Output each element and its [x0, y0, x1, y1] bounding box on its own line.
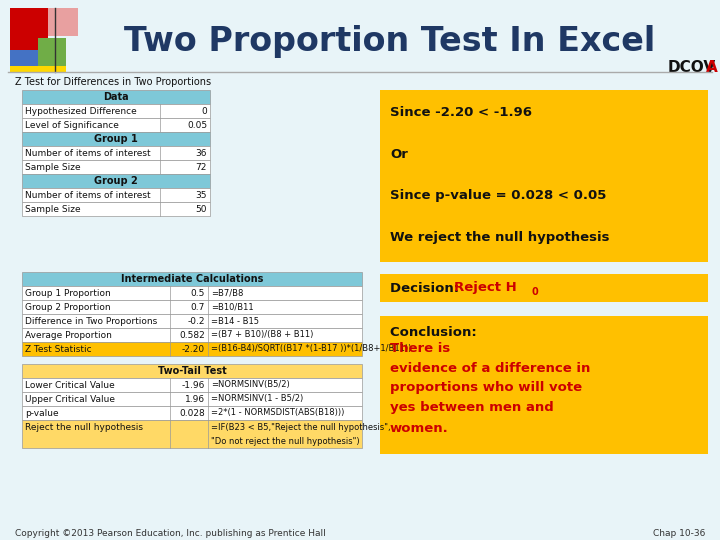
- FancyBboxPatch shape: [48, 8, 78, 36]
- Text: 0.7: 0.7: [191, 302, 205, 312]
- FancyBboxPatch shape: [22, 118, 210, 132]
- Text: Two-Tail Test: Two-Tail Test: [158, 366, 226, 376]
- Text: p-value: p-value: [25, 408, 58, 417]
- FancyBboxPatch shape: [22, 406, 362, 420]
- FancyBboxPatch shape: [22, 160, 210, 174]
- Text: Data: Data: [103, 92, 129, 102]
- Text: 36: 36: [196, 148, 207, 158]
- FancyBboxPatch shape: [22, 328, 362, 342]
- Text: =B14 - B15: =B14 - B15: [211, 316, 259, 326]
- Text: Conclusion:: Conclusion:: [390, 326, 482, 339]
- Text: Group 1: Group 1: [94, 134, 138, 144]
- Text: Reject the null hypothesis: Reject the null hypothesis: [25, 422, 143, 431]
- Text: =(B16-B4)/SQRT((B17 *(1-B17 ))*(1/B8+1/B11)): =(B16-B4)/SQRT((B17 *(1-B17 ))*(1/B8+1/B…: [211, 345, 411, 354]
- Text: Decision:: Decision:: [390, 281, 464, 294]
- FancyBboxPatch shape: [22, 272, 362, 286]
- FancyBboxPatch shape: [22, 314, 362, 328]
- Text: evidence of a difference in: evidence of a difference in: [390, 361, 590, 375]
- FancyBboxPatch shape: [380, 316, 708, 454]
- Text: "Do not reject the null hypothesis"): "Do not reject the null hypothesis"): [211, 436, 359, 446]
- Text: Since -2.20 < -1.96: Since -2.20 < -1.96: [390, 105, 532, 118]
- FancyBboxPatch shape: [38, 38, 66, 66]
- FancyBboxPatch shape: [22, 104, 210, 118]
- FancyBboxPatch shape: [380, 90, 708, 262]
- Text: =(B7 + B10)/(B8 + B11): =(B7 + B10)/(B8 + B11): [211, 330, 313, 340]
- Text: Two Proportion Test In Excel: Two Proportion Test In Excel: [125, 25, 656, 58]
- Text: =IF(B23 < B5,"Reject the null hypothesis",: =IF(B23 < B5,"Reject the null hypothesis…: [211, 422, 391, 431]
- FancyBboxPatch shape: [22, 188, 210, 202]
- FancyBboxPatch shape: [22, 342, 362, 356]
- Text: Number of items of interest: Number of items of interest: [25, 191, 150, 199]
- Text: -0.2: -0.2: [187, 316, 205, 326]
- FancyBboxPatch shape: [22, 174, 210, 188]
- FancyBboxPatch shape: [22, 392, 362, 406]
- Text: Number of items of interest: Number of items of interest: [25, 148, 150, 158]
- FancyBboxPatch shape: [10, 8, 48, 50]
- Text: 0.05: 0.05: [187, 120, 207, 130]
- Text: -2.20: -2.20: [182, 345, 205, 354]
- Text: 0.5: 0.5: [191, 288, 205, 298]
- Text: DCOV: DCOV: [668, 59, 716, 75]
- FancyBboxPatch shape: [10, 50, 38, 68]
- Text: =NORMSINV(B5/2): =NORMSINV(B5/2): [211, 381, 289, 389]
- Text: women.: women.: [390, 422, 449, 435]
- FancyBboxPatch shape: [22, 146, 210, 160]
- FancyBboxPatch shape: [22, 300, 362, 314]
- FancyBboxPatch shape: [380, 274, 708, 302]
- FancyBboxPatch shape: [22, 202, 210, 216]
- FancyBboxPatch shape: [22, 364, 362, 378]
- Text: Hypothesized Difference: Hypothesized Difference: [25, 106, 137, 116]
- Text: 0.028: 0.028: [179, 408, 205, 417]
- Text: Difference in Two Proportions: Difference in Two Proportions: [25, 316, 157, 326]
- Text: Level of Significance: Level of Significance: [25, 120, 119, 130]
- Text: Reject H: Reject H: [454, 281, 517, 294]
- FancyBboxPatch shape: [22, 286, 362, 300]
- Text: We reject the null hypothesis: We reject the null hypothesis: [390, 232, 610, 245]
- FancyBboxPatch shape: [22, 420, 362, 448]
- Text: =2*(1 - NORMSDIST(ABS(B18))): =2*(1 - NORMSDIST(ABS(B18))): [211, 408, 344, 417]
- Text: =B7/B8: =B7/B8: [211, 288, 243, 298]
- FancyBboxPatch shape: [22, 378, 362, 392]
- Text: Or: Or: [390, 147, 408, 160]
- Text: 0.582: 0.582: [179, 330, 205, 340]
- Text: Z Test for Differences in Two Proportions: Z Test for Differences in Two Proportion…: [15, 77, 211, 87]
- FancyBboxPatch shape: [22, 90, 210, 104]
- Text: 35: 35: [196, 191, 207, 199]
- Text: Upper Critical Value: Upper Critical Value: [25, 395, 115, 403]
- Text: Sample Size: Sample Size: [25, 205, 81, 213]
- Text: Chap 10-36: Chap 10-36: [652, 530, 705, 538]
- Text: 1.96: 1.96: [185, 395, 205, 403]
- Text: Lower Critical Value: Lower Critical Value: [25, 381, 114, 389]
- Text: Z Test Statistic: Z Test Statistic: [25, 345, 91, 354]
- Text: Intermediate Calculations: Intermediate Calculations: [121, 274, 264, 284]
- Text: 0: 0: [532, 287, 539, 297]
- Text: Copyright ©2013 Pearson Education, Inc. publishing as Prentice Hall: Copyright ©2013 Pearson Education, Inc. …: [15, 530, 325, 538]
- Text: A: A: [706, 59, 718, 75]
- Text: =NORMSINV(1 - B5/2): =NORMSINV(1 - B5/2): [211, 395, 303, 403]
- Text: Group 1 Proportion: Group 1 Proportion: [25, 288, 111, 298]
- Text: 0: 0: [202, 106, 207, 116]
- Text: Since p-value = 0.028 < 0.05: Since p-value = 0.028 < 0.05: [390, 190, 606, 202]
- Text: =B10/B11: =B10/B11: [211, 302, 253, 312]
- FancyBboxPatch shape: [22, 132, 210, 146]
- Text: -1.96: -1.96: [181, 381, 205, 389]
- Text: proportions who will vote: proportions who will vote: [390, 381, 582, 395]
- Text: Group 2: Group 2: [94, 176, 138, 186]
- Text: There is: There is: [390, 341, 450, 354]
- Text: Average Proportion: Average Proportion: [25, 330, 112, 340]
- FancyBboxPatch shape: [10, 66, 66, 72]
- Text: Sample Size: Sample Size: [25, 163, 81, 172]
- Text: 72: 72: [196, 163, 207, 172]
- Text: 50: 50: [196, 205, 207, 213]
- Text: yes between men and: yes between men and: [390, 402, 554, 415]
- Text: Group 2 Proportion: Group 2 Proportion: [25, 302, 111, 312]
